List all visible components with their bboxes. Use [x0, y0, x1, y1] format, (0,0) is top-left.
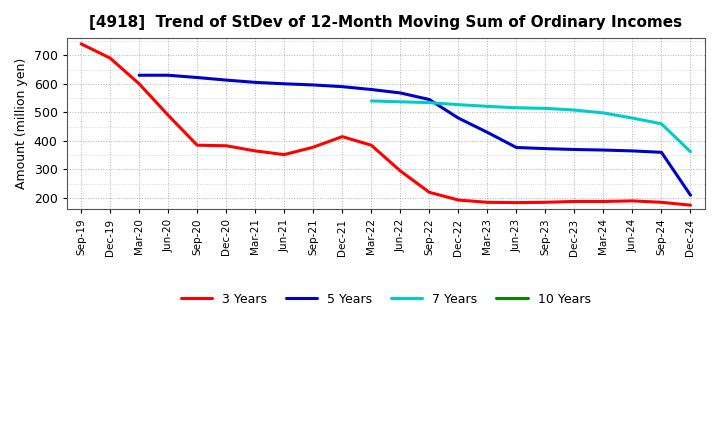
Legend: 3 Years, 5 Years, 7 Years, 10 Years: 3 Years, 5 Years, 7 Years, 10 Years	[176, 288, 595, 311]
5 Years	[628, 148, 636, 154]
5 Years	[280, 81, 289, 86]
3 Years	[570, 199, 579, 204]
3 Years	[77, 41, 86, 47]
5 Years	[686, 193, 695, 198]
7 Years	[396, 99, 405, 104]
3 Years	[454, 198, 463, 203]
Title: [4918]  Trend of StDev of 12-Month Moving Sum of Ordinary Incomes: [4918] Trend of StDev of 12-Month Moving…	[89, 15, 683, 30]
Line: 7 Years: 7 Years	[372, 101, 690, 152]
5 Years	[599, 147, 608, 153]
3 Years	[628, 198, 636, 204]
3 Years	[164, 113, 173, 118]
5 Years	[193, 75, 202, 80]
3 Years	[338, 134, 346, 139]
3 Years	[396, 168, 405, 173]
7 Years	[599, 110, 608, 116]
7 Years	[454, 102, 463, 107]
7 Years	[512, 105, 521, 110]
3 Years	[425, 190, 433, 195]
5 Years	[396, 90, 405, 95]
3 Years	[599, 199, 608, 204]
Line: 5 Years: 5 Years	[139, 75, 690, 195]
7 Years	[628, 115, 636, 121]
7 Years	[483, 104, 492, 109]
3 Years	[106, 55, 114, 61]
5 Years	[367, 87, 376, 92]
5 Years	[541, 146, 549, 151]
5 Years	[512, 145, 521, 150]
3 Years	[483, 200, 492, 205]
7 Years	[541, 106, 549, 111]
3 Years	[309, 145, 318, 150]
3 Years	[541, 200, 549, 205]
Y-axis label: Amount (million yen): Amount (million yen)	[15, 58, 28, 189]
5 Years	[425, 97, 433, 102]
5 Years	[309, 82, 318, 88]
3 Years	[193, 143, 202, 148]
3 Years	[222, 143, 230, 148]
7 Years	[570, 107, 579, 113]
5 Years	[657, 150, 666, 155]
7 Years	[686, 149, 695, 154]
5 Years	[164, 73, 173, 78]
5 Years	[483, 130, 492, 135]
7 Years	[657, 121, 666, 126]
3 Years	[280, 152, 289, 157]
3 Years	[686, 202, 695, 208]
5 Years	[135, 73, 143, 78]
3 Years	[657, 200, 666, 205]
Line: 3 Years: 3 Years	[81, 44, 690, 205]
5 Years	[251, 80, 259, 85]
5 Years	[570, 147, 579, 152]
7 Years	[367, 98, 376, 103]
3 Years	[135, 81, 143, 86]
5 Years	[338, 84, 346, 89]
3 Years	[512, 200, 521, 205]
7 Years	[425, 100, 433, 105]
3 Years	[367, 143, 376, 148]
3 Years	[251, 148, 259, 154]
5 Years	[222, 77, 230, 83]
5 Years	[454, 115, 463, 121]
